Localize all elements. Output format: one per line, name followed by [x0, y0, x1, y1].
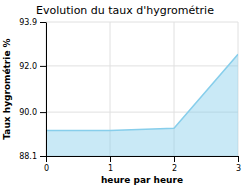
grid-line: [46, 22, 238, 23]
grid-line: [46, 65, 238, 66]
x-axis: 0 1 2 3: [44, 156, 241, 173]
title: Evolution du taux d'hygrométrie: [36, 4, 214, 17]
axis-line: [47, 156, 239, 157]
area: [46, 54, 238, 156]
tick-mark: [46, 156, 47, 162]
tick: 1: [108, 156, 113, 173]
tick-label: 93.9: [19, 18, 37, 27]
x-axis-title: heure par heure: [101, 175, 183, 185]
tick: 3: [236, 156, 241, 173]
tick: 0: [44, 156, 49, 173]
tick: 90.0: [19, 108, 46, 117]
tick-mark: [40, 22, 46, 23]
tick: 92.0: [19, 62, 46, 71]
tick-mark: [110, 156, 111, 162]
tick-mark: [40, 112, 46, 113]
tick-mark: [40, 156, 46, 157]
tick-label: 1: [108, 164, 113, 173]
tick: 93.9: [19, 18, 46, 27]
tick: 88.1: [19, 152, 46, 161]
y-axis: 88.1 90.0 92.0 93.9: [19, 18, 46, 161]
tick-mark: [238, 156, 239, 162]
marks: [46, 54, 238, 156]
tick-mark: [40, 66, 46, 67]
tick-label: 88.1: [19, 152, 37, 161]
y-axis-title: Taux hygrométrie %: [2, 38, 12, 139]
tick-label: 92.0: [19, 62, 37, 71]
tick-label: 90.0: [19, 108, 37, 117]
tick-label: 3: [236, 164, 241, 173]
line: [46, 54, 238, 130]
tick-label: 2: [172, 164, 177, 173]
tick-label: 0: [44, 164, 49, 173]
grid-line: [46, 22, 47, 156]
axis-line: [46, 23, 47, 157]
tick-mark: [174, 156, 175, 162]
tick: 2: [172, 156, 177, 173]
chart: 0 1 2 3 88.1 90.0 92.0 93.9Evolution du taux d'…: [0, 0, 250, 188]
grid: [46, 22, 238, 156]
plot: 0 1 2 3 88.1 90.0 92.0 93.9: [19, 18, 241, 173]
